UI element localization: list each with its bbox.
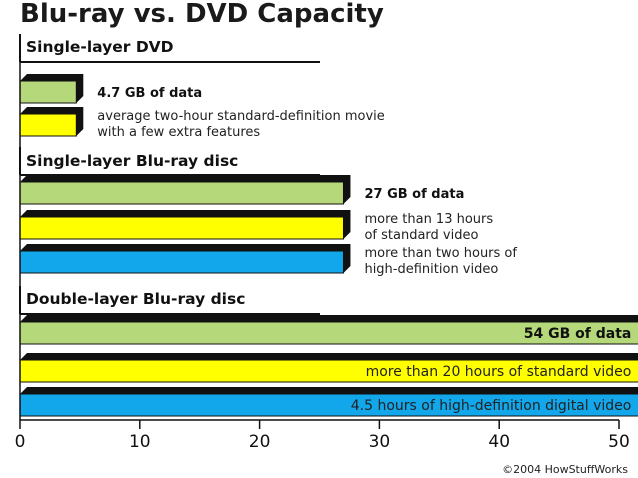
- bar-label: 4.7 GB of data: [97, 86, 202, 101]
- group-title: Single-layer Blu-ray disc: [26, 152, 238, 170]
- chart-title: Blu-ray vs. DVD Capacity: [20, 0, 384, 29]
- group-title: Double-layer Blu-ray disc: [26, 290, 245, 308]
- bar-label: average two-hour standard-definition mov…: [97, 109, 384, 140]
- x-tick-label: 40: [488, 432, 510, 452]
- bar-standard: [19, 216, 344, 240]
- bar-label: 27 GB of data: [364, 187, 464, 202]
- bar-shadow: [20, 74, 84, 103]
- bar-data: [19, 181, 344, 205]
- bar-label: more than 13 hours of standard video: [364, 212, 493, 243]
- bar-label: 4.5 hours of high-definition digital vid…: [351, 398, 632, 414]
- x-tick-label: 50: [608, 432, 630, 452]
- bar-shadow: [20, 175, 351, 204]
- bar-hd: [19, 250, 344, 274]
- x-tick-label: 20: [249, 432, 271, 452]
- bar-shadow: [20, 244, 351, 273]
- bar-shadow: [20, 210, 351, 239]
- bar-data: [19, 80, 77, 104]
- bar-label: 54 GB of data: [524, 326, 632, 342]
- group-title: Single-layer DVD: [26, 38, 174, 56]
- bar-shadow: [20, 387, 638, 394]
- bar-label: more than 20 hours of standard video: [366, 364, 632, 380]
- bar-standard: [19, 113, 77, 137]
- credit-text: ©2004 HowStuffWorks: [502, 463, 628, 476]
- bar-shadow: [20, 315, 638, 322]
- bar-label: more than two hours of high-definition vi…: [364, 246, 517, 277]
- x-tick-label: 10: [129, 432, 151, 452]
- x-tick-label: 0: [15, 432, 26, 452]
- x-tick-label: 30: [369, 432, 391, 452]
- bar-shadow: [20, 107, 84, 136]
- bar-shadow: [20, 353, 638, 360]
